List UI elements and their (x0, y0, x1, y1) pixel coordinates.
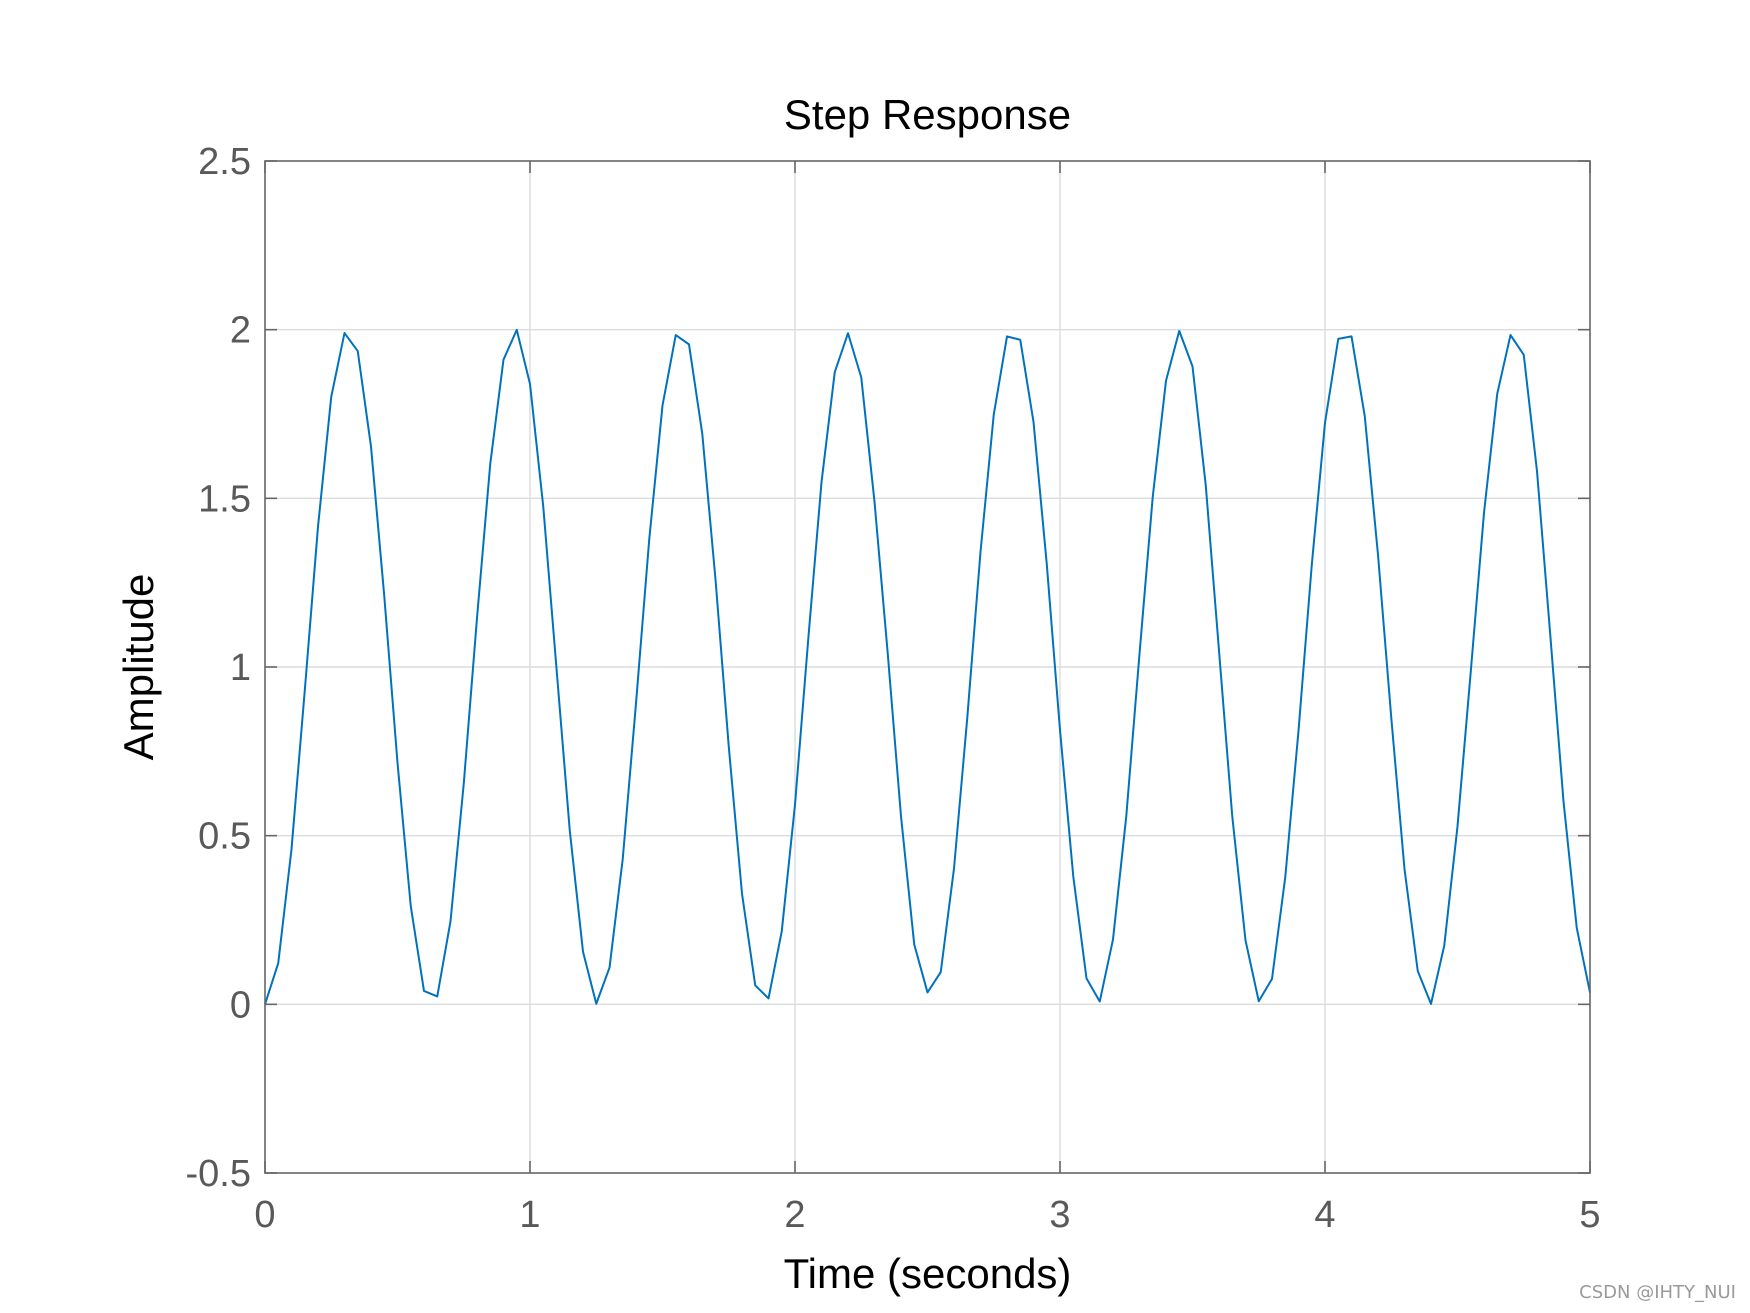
y-tick-label: -0.5 (186, 1153, 251, 1195)
x-axis-label: Time (seconds) (784, 1250, 1072, 1297)
x-tick-label: 3 (1049, 1194, 1070, 1236)
x-tick-label: 2 (784, 1194, 805, 1236)
y-tick-label: 0.5 (198, 816, 251, 858)
series-line (264, 328, 1591, 1005)
watermark: CSDN @IHTY_NUI (1579, 1282, 1736, 1303)
y-tick-label: 1 (230, 647, 251, 689)
grid-lines (265, 161, 1590, 1173)
y-axis-label: Amplitude (115, 574, 162, 761)
chart-title: Step Response (784, 91, 1071, 138)
x-tick-label: 5 (1579, 1194, 1600, 1236)
x-tick-label: 4 (1314, 1194, 1335, 1236)
axis-ticks: 0 1 2 3 4 5-0.500.511.522.5 (186, 141, 1601, 1236)
x-tick-label: 1 (519, 1194, 540, 1236)
y-tick-label: 2 (230, 310, 251, 352)
y-tick-label: 2.5 (198, 141, 251, 183)
x-tick-label: 0 (254, 1194, 275, 1236)
y-tick-label: 1.5 (198, 478, 251, 520)
data-layer (264, 328, 1591, 1005)
y-tick-label: 0 (230, 984, 251, 1026)
